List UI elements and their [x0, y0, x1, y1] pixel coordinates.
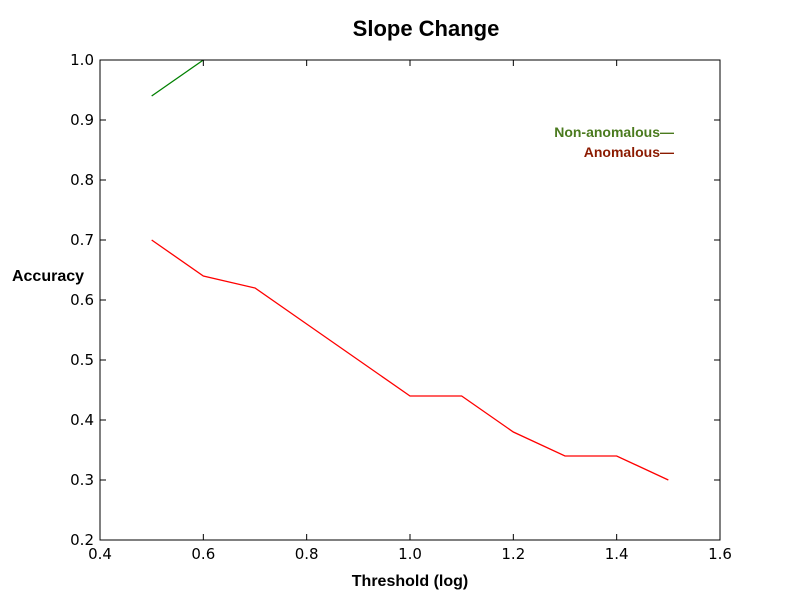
y-tick-label: 0.9 — [70, 111, 94, 129]
y-tick-label: 0.6 — [70, 291, 94, 309]
y-tick-label: 0.4 — [70, 411, 94, 429]
legend: Non-anomalous— Anomalous— — [554, 124, 674, 160]
x-axis-label: Threshold (log) — [352, 573, 468, 590]
x-tick-label: 0.4 — [88, 545, 112, 563]
y-axis-label: Accuracy — [12, 268, 84, 285]
y-tick-label: 0.7 — [70, 231, 94, 249]
series-layer — [151, 59, 669, 481]
ticks-layer: 0.4 0.6 0.8 1.0 1.2 1.4 1.6 0.2 0.3 0.4 0.5 0.6 0.7 0… — [70, 51, 732, 563]
series-line-1 — [151, 239, 669, 481]
chart-title: Slope Change — [353, 16, 500, 41]
y-tick-label: 0.2 — [70, 531, 94, 549]
y-tick-label: 0.3 — [70, 471, 94, 489]
series-line-0 — [151, 59, 204, 97]
x-tick-label: 1.4 — [605, 545, 629, 563]
x-tick-label: 0.8 — [295, 545, 319, 563]
legend-entry-anomalous: Anomalous— — [584, 144, 674, 160]
y-tick-label: 0.5 — [70, 351, 94, 369]
x-tick-label: 1.2 — [501, 545, 525, 563]
y-tick-label: 1.0 — [70, 51, 94, 69]
x-tick-label: 1.6 — [708, 545, 732, 563]
legend-entry-non-anomalous: Non-anomalous— — [554, 124, 674, 140]
x-tick-label: 1.0 — [398, 545, 422, 563]
y-tick-label: 0.8 — [70, 171, 94, 189]
x-tick-label: 0.6 — [191, 545, 215, 563]
